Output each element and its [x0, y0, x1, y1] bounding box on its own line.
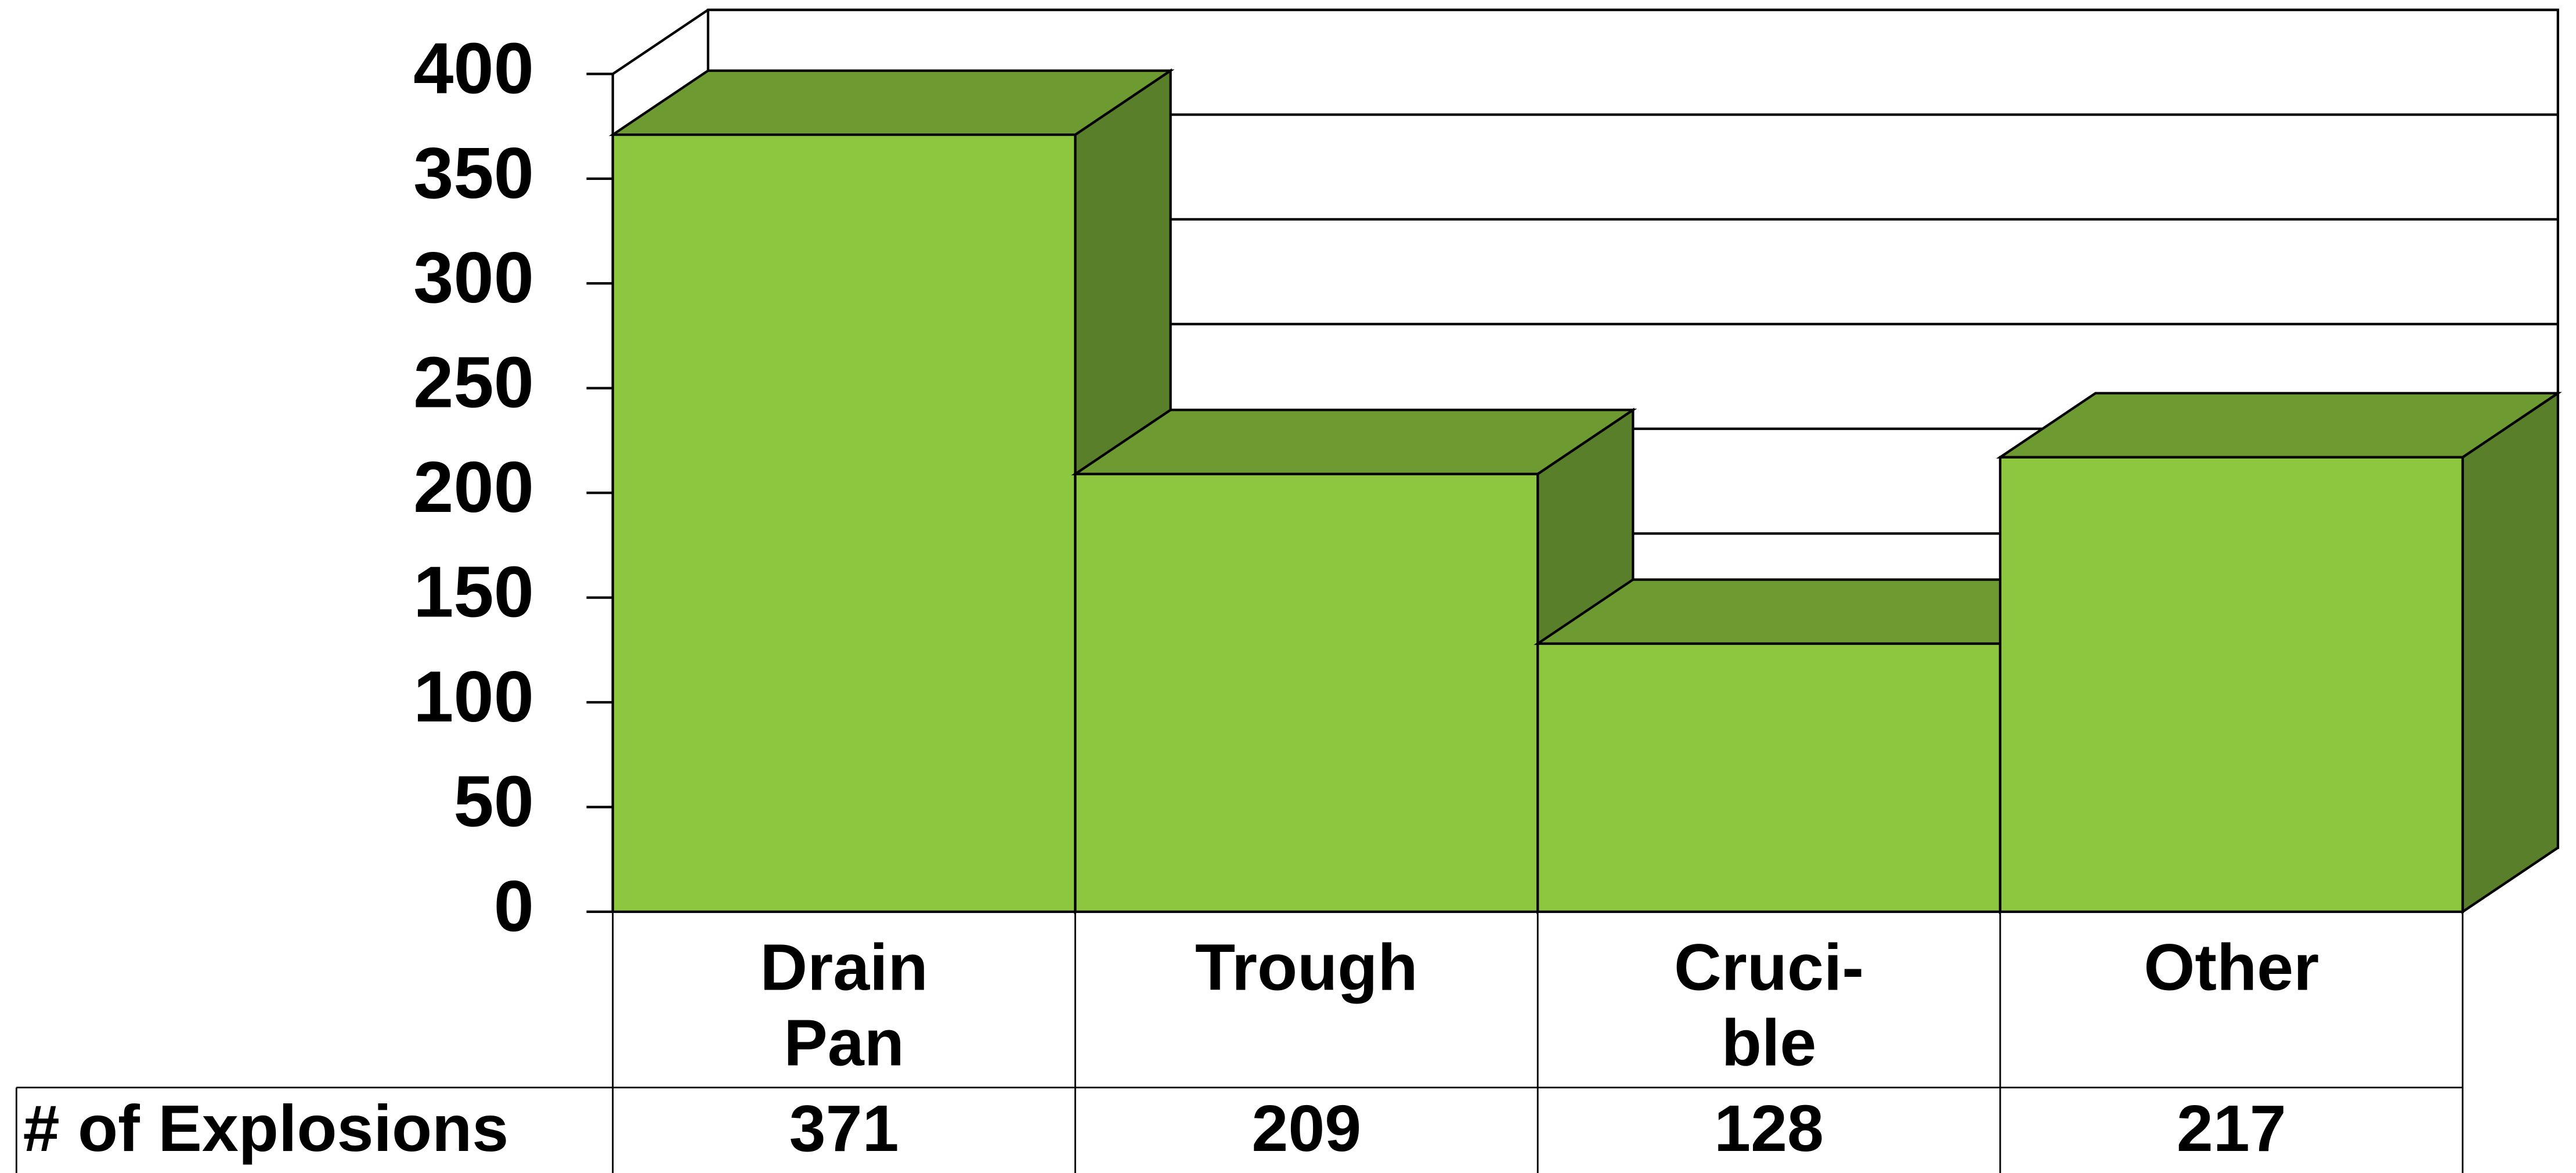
y-tick-label: 0 [494, 866, 534, 947]
table-value: 371 [789, 1092, 899, 1165]
wall-edge [612, 9, 709, 75]
bar-top [1071, 409, 1637, 475]
bar [1998, 456, 2464, 914]
bar [611, 133, 1077, 914]
table-value: 209 [1251, 1092, 1361, 1165]
y-tick-label: 400 [413, 28, 534, 109]
y-tick-label: 100 [413, 656, 534, 737]
legend-label: # of Explosions [23, 1092, 509, 1165]
bar [1074, 472, 1539, 914]
y-tick-label: 300 [413, 237, 534, 318]
bar-top [608, 69, 1175, 136]
table-value: 128 [1714, 1092, 1824, 1165]
x-tick-label: Other [2144, 931, 2319, 1004]
y-tick-label: 150 [413, 551, 534, 632]
x-tick-label: ble [1722, 1006, 1817, 1080]
bar-side [2461, 391, 2559, 914]
x-tick-label: Pan [784, 1006, 904, 1080]
y-tick-label: 200 [413, 447, 534, 528]
x-tick-label: Trough [1195, 931, 1418, 1004]
y-tick-label: 350 [413, 133, 534, 214]
bar-top [1996, 392, 2562, 459]
x-tick-label: Cruci- [1674, 931, 1864, 1004]
y-tick-label: 50 [453, 761, 534, 842]
bar [1536, 642, 2002, 914]
table-value: 217 [2177, 1092, 2286, 1165]
y-tick-label: 250 [413, 342, 534, 423]
x-tick-label: Drain [760, 931, 928, 1004]
